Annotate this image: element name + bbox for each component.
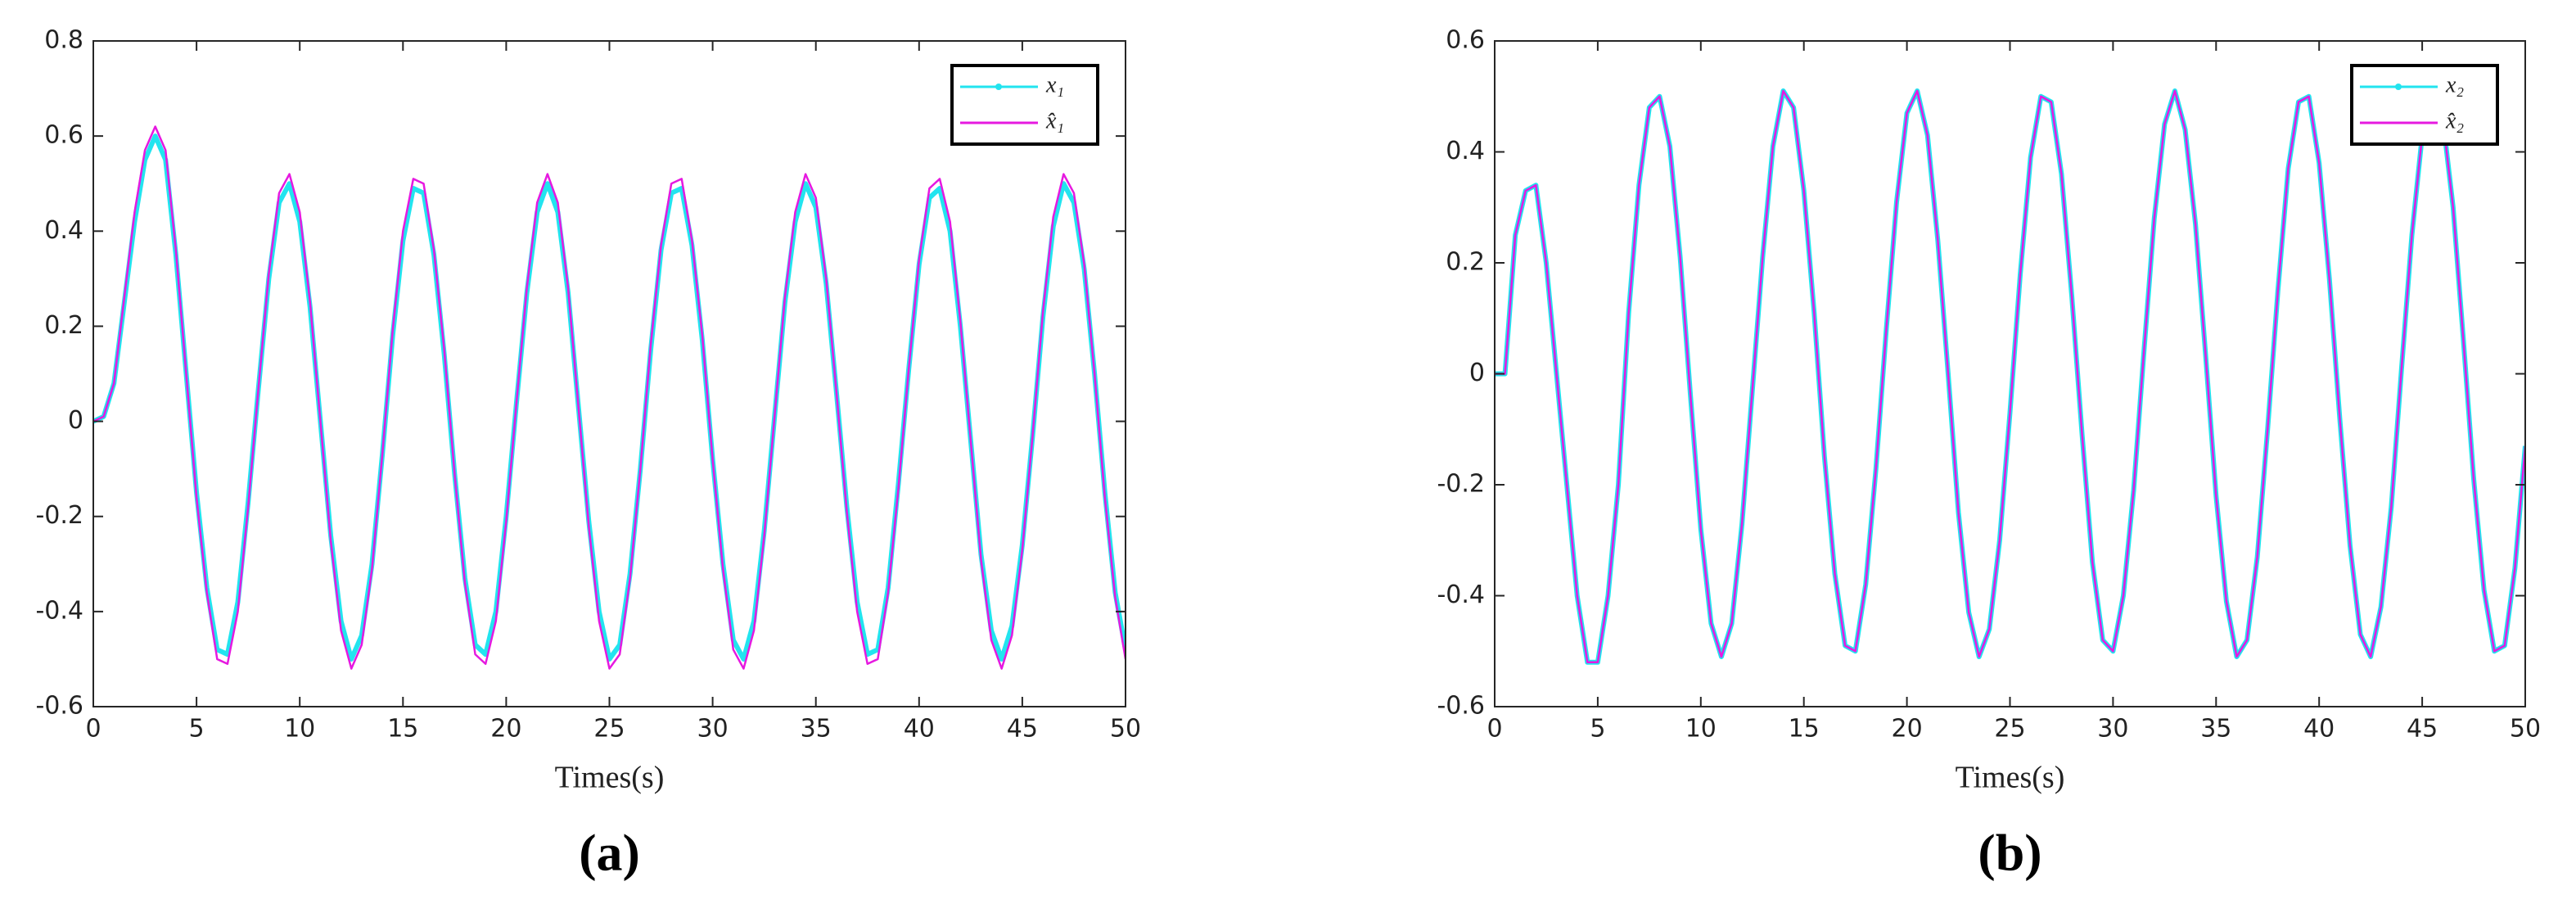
y-tick-label: 0.2: [44, 311, 83, 340]
panel-caption: (b): [1978, 824, 2041, 882]
y-tick-label: 0.8: [44, 26, 83, 55]
legend-box: [2350, 64, 2499, 146]
x-tick-label: 5: [1590, 715, 1605, 744]
y-tick-label: 0: [68, 406, 83, 435]
x-tick-label: 10: [1685, 715, 1717, 744]
plot-lines: [1495, 88, 2525, 665]
y-tick-label: 0.6: [44, 121, 83, 150]
x-tick-label: 20: [490, 715, 521, 744]
series-line: [1495, 89, 2525, 664]
legend-label: x₂: [2445, 72, 2464, 97]
y-tick-label: 0: [1469, 359, 1485, 387]
x-tick-label: 35: [801, 715, 832, 744]
plot-lines: [93, 125, 1126, 670]
chart: 0 5 10 15 20 25 30 35 40 45 50 -0.6 -0.4 -0.2 0 0.2 0.4 0…: [1437, 26, 2541, 882]
legend-label: x̂₁: [1045, 108, 1064, 133]
y-tick-label: -0.4: [1437, 581, 1485, 609]
y-tick-label: -0.6: [1437, 692, 1485, 721]
panel-caption: (a): [579, 824, 640, 882]
x-tick-label: 30: [2097, 715, 2128, 744]
legend-label: x̂₂: [2445, 108, 2464, 133]
chart: 0 5 10 15 20 25 30 35 40 45 50 -0.6 -0.4 -0.2 0 0.2 0.4 0…: [35, 26, 1141, 882]
x-tick-label: 50: [1110, 715, 1141, 744]
legend-box: [950, 64, 1099, 146]
x-tick-label: 15: [1789, 715, 1820, 744]
x-tick-label: 10: [284, 715, 315, 744]
y-tick-label: -0.2: [35, 501, 83, 530]
y-tick-label: 0.4: [44, 216, 83, 245]
x-tick-label: 50: [2510, 715, 2541, 744]
legend-marker: [2395, 84, 2402, 90]
legend-marker: [995, 84, 1002, 90]
x-tick-label: 15: [387, 715, 418, 744]
x-tick-label: 40: [904, 715, 935, 744]
x-tick-label: 45: [1007, 715, 1038, 744]
x-tick-label: 0: [1487, 715, 1502, 744]
x-tick-label: 35: [2200, 715, 2231, 744]
legend-label: x₁: [1045, 72, 1064, 97]
x-axis-label: Times(s): [1956, 761, 2065, 795]
y-tick-label: 0.6: [1446, 26, 1485, 55]
x-axis-label: Times(s): [555, 761, 665, 795]
x-tick-label: 5: [189, 715, 205, 744]
y-tick-label: -0.4: [35, 596, 83, 625]
x-tick-label: 25: [593, 715, 625, 744]
series-line: [93, 125, 1126, 670]
y-tick-label: -0.2: [1437, 470, 1485, 499]
y-tick-label: -0.6: [35, 692, 83, 721]
x-tick-label: 0: [85, 715, 101, 744]
y-tick-label: 0.2: [1446, 248, 1485, 277]
y-tick-label: 0.4: [1446, 137, 1485, 165]
x-tick-label: 20: [1892, 715, 1923, 744]
x-tick-label: 30: [697, 715, 729, 744]
plot-area: [93, 41, 1126, 707]
x-tick-label: 45: [2407, 715, 2438, 744]
x-tick-label: 40: [2303, 715, 2335, 744]
x-tick-label: 25: [1994, 715, 2025, 744]
